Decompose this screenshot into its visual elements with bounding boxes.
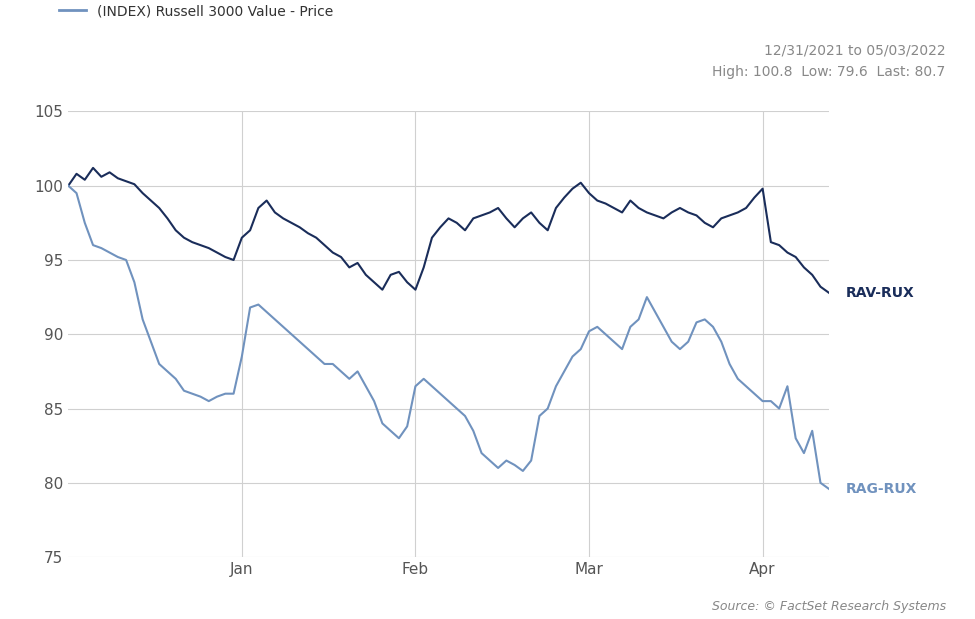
Text: 12/31/2021 to 05/03/2022: 12/31/2021 to 05/03/2022	[764, 43, 946, 58]
Text: RAG-RUX: RAG-RUX	[845, 482, 916, 496]
Legend: (INDEX) Russell 3000 Growth - Price, (INDEX) Russell 3000 Value - Price: (INDEX) Russell 3000 Growth - Price, (IN…	[53, 0, 352, 24]
Text: High: 100.8  Low: 79.6  Last: 80.7: High: 100.8 Low: 79.6 Last: 80.7	[713, 65, 946, 79]
Text: RAV-RUX: RAV-RUX	[845, 285, 915, 300]
Text: Source: © FactSet Research Systems: Source: © FactSet Research Systems	[712, 600, 946, 613]
